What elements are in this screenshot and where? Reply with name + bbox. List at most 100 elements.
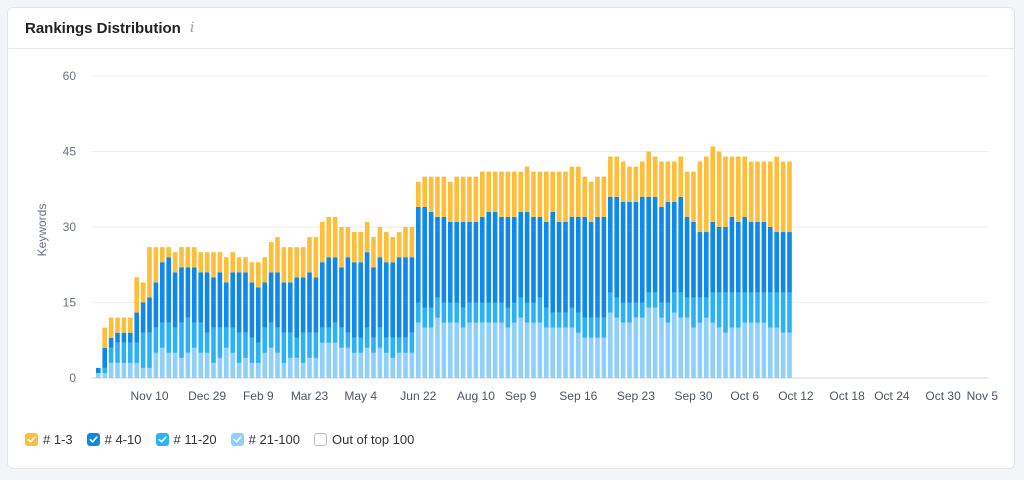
bar-segment[interactable] <box>307 272 312 333</box>
bar-segment[interactable] <box>409 352 415 378</box>
bar-segment[interactable] <box>640 302 645 318</box>
bar-segment[interactable] <box>288 282 293 333</box>
bar-segment[interactable] <box>428 327 434 378</box>
bar-segment[interactable] <box>134 362 139 378</box>
bar-segment[interactable] <box>224 347 229 378</box>
bar-segment[interactable] <box>262 257 267 283</box>
bar-segment[interactable] <box>160 247 165 263</box>
bar-segment[interactable] <box>326 342 331 378</box>
bar-segment[interactable] <box>678 196 683 293</box>
bar-segment[interactable] <box>652 292 658 308</box>
bar-segment[interactable] <box>230 327 235 353</box>
bar-segment[interactable] <box>768 292 773 328</box>
bar-segment[interactable] <box>486 302 491 323</box>
bar-segment[interactable] <box>339 327 344 348</box>
bar-segment[interactable] <box>672 312 677 378</box>
bar-segment[interactable] <box>614 297 619 318</box>
bar-segment[interactable] <box>364 221 370 253</box>
bar-segment[interactable] <box>371 267 376 338</box>
bar-segment[interactable] <box>601 216 607 318</box>
bar-segment[interactable] <box>473 221 479 303</box>
bar-segment[interactable] <box>435 216 440 298</box>
bar-segment[interactable] <box>243 332 248 358</box>
bar-segment[interactable] <box>249 337 255 363</box>
bar-segment[interactable] <box>262 352 267 378</box>
bar-segment[interactable] <box>633 317 639 378</box>
bar-segment[interactable] <box>313 277 319 333</box>
bar-segment[interactable] <box>396 337 402 353</box>
bar-segment[interactable] <box>96 367 101 373</box>
bar-segment[interactable] <box>102 367 107 373</box>
bar-segment[interactable] <box>416 181 421 207</box>
bar-segment[interactable] <box>192 247 197 268</box>
bar-segment[interactable] <box>531 171 536 217</box>
bar-segment[interactable] <box>569 166 575 217</box>
bar-segment[interactable] <box>748 292 754 323</box>
bar-segment[interactable] <box>300 362 306 378</box>
bar-segment[interactable] <box>633 302 639 318</box>
bar-segment[interactable] <box>614 196 619 298</box>
bar-segment[interactable] <box>480 216 485 303</box>
bar-segment[interactable] <box>428 211 434 308</box>
bar-segment[interactable] <box>710 146 715 222</box>
bar-segment[interactable] <box>473 176 479 222</box>
bar-segment[interactable] <box>467 302 472 323</box>
bar-segment[interactable] <box>268 272 274 323</box>
bar-segment[interactable] <box>716 327 722 378</box>
info-icon[interactable]: i <box>189 20 195 36</box>
bar-segment[interactable] <box>198 272 203 323</box>
bar-segment[interactable] <box>134 277 139 313</box>
bar-segment[interactable] <box>640 161 645 197</box>
bar-segment[interactable] <box>134 342 139 363</box>
bar-segment[interactable] <box>288 357 293 378</box>
bar-segment[interactable] <box>102 327 107 348</box>
bar-segment[interactable] <box>108 362 114 378</box>
bar-segment[interactable] <box>595 216 600 318</box>
bar-segment[interactable] <box>172 252 178 273</box>
bar-segment[interactable] <box>166 257 171 323</box>
bar-segment[interactable] <box>236 257 242 273</box>
bar-segment[interactable] <box>761 221 767 293</box>
bar-segment[interactable] <box>620 302 626 323</box>
bar-segment[interactable] <box>358 352 363 378</box>
bar-segment[interactable] <box>217 252 223 273</box>
bar-segment[interactable] <box>492 171 498 212</box>
bar-segment[interactable] <box>755 161 760 222</box>
bar-segment[interactable] <box>697 232 703 298</box>
bar-segment[interactable] <box>595 337 600 378</box>
bar-segment[interactable] <box>268 242 274 273</box>
bar-segment[interactable] <box>512 171 517 217</box>
bar-segment[interactable] <box>204 352 210 378</box>
bar-segment[interactable] <box>121 362 127 378</box>
bar-segment[interactable] <box>454 221 459 303</box>
bar-segment[interactable] <box>518 211 523 298</box>
bar-segment[interactable] <box>140 282 146 303</box>
bar-segment[interactable] <box>780 292 786 333</box>
bar-segment[interactable] <box>396 352 402 378</box>
bar-segment[interactable] <box>691 297 696 328</box>
bar-segment[interactable] <box>224 257 229 283</box>
bar-segment[interactable] <box>537 322 543 378</box>
bar-segment[interactable] <box>774 327 779 378</box>
bar-segment[interactable] <box>275 237 280 273</box>
legend-item[interactable]: # 4-10 <box>86 432 142 447</box>
bar-segment[interactable] <box>544 327 549 378</box>
bar-segment[interactable] <box>236 272 242 333</box>
bar-segment[interactable] <box>128 362 133 378</box>
bar-segment[interactable] <box>505 327 511 378</box>
bar-segment[interactable] <box>499 302 504 323</box>
bar-segment[interactable] <box>416 206 421 303</box>
bar-segment[interactable] <box>454 302 459 323</box>
bar-segment[interactable] <box>172 352 178 378</box>
bar-segment[interactable] <box>499 171 504 217</box>
bar-segment[interactable] <box>422 206 427 308</box>
bar-segment[interactable] <box>281 362 287 378</box>
bar-segment[interactable] <box>716 227 722 293</box>
bar-segment[interactable] <box>390 237 395 263</box>
bar-segment[interactable] <box>755 292 760 323</box>
bar-segment[interactable] <box>486 171 491 212</box>
bar-segment[interactable] <box>377 257 383 328</box>
bar-segment[interactable] <box>320 342 325 378</box>
bar-segment[interactable] <box>294 247 299 278</box>
bar-segment[interactable] <box>384 352 389 378</box>
